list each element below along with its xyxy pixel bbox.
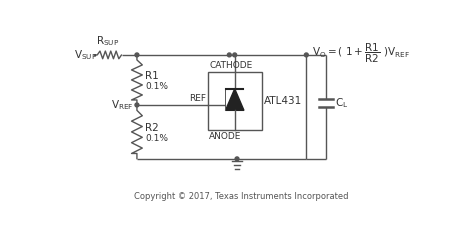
Circle shape bbox=[233, 53, 236, 57]
Text: $\mathregular{V_{REF}}$: $\mathregular{V_{REF}}$ bbox=[111, 98, 134, 112]
Text: 0.1%: 0.1% bbox=[145, 82, 168, 91]
Text: $\mathregular{V_O = (\ 1 + \dfrac{R1}{R2}\ )V_{REF}}$: $\mathregular{V_O = (\ 1 + \dfrac{R1}{R2… bbox=[313, 42, 410, 65]
Bar bbox=[208, 72, 262, 130]
Circle shape bbox=[235, 157, 239, 161]
Text: $\mathregular{V_{SUP}}$: $\mathregular{V_{SUP}}$ bbox=[74, 48, 97, 62]
Circle shape bbox=[305, 53, 308, 57]
Text: CATHODE: CATHODE bbox=[209, 61, 252, 70]
Text: ANODE: ANODE bbox=[209, 132, 242, 141]
Text: REF: REF bbox=[189, 94, 206, 103]
Polygon shape bbox=[226, 89, 244, 110]
Text: $\mathregular{C_L}$: $\mathregular{C_L}$ bbox=[335, 96, 348, 110]
Circle shape bbox=[135, 53, 139, 57]
Circle shape bbox=[135, 103, 139, 107]
Text: 0.1%: 0.1% bbox=[145, 134, 168, 143]
Text: ATL431: ATL431 bbox=[264, 96, 302, 106]
Text: R1: R1 bbox=[145, 71, 159, 81]
Text: $\mathregular{R_{SUP}}$: $\mathregular{R_{SUP}}$ bbox=[96, 34, 120, 48]
Text: R2: R2 bbox=[145, 123, 159, 133]
Circle shape bbox=[227, 53, 231, 57]
Text: Copyright © 2017, Texas Instruments Incorporated: Copyright © 2017, Texas Instruments Inco… bbox=[133, 192, 348, 201]
